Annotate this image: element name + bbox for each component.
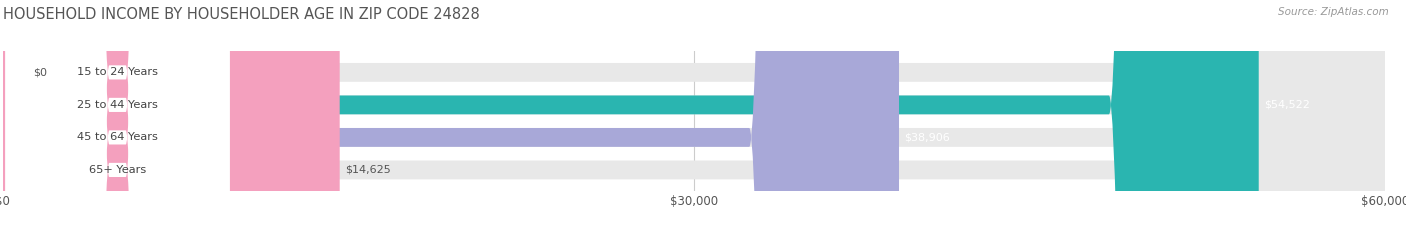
FancyBboxPatch shape xyxy=(3,0,1385,233)
Text: 15 to 24 Years: 15 to 24 Years xyxy=(77,67,157,77)
FancyBboxPatch shape xyxy=(3,0,1385,233)
Text: Source: ZipAtlas.com: Source: ZipAtlas.com xyxy=(1278,7,1389,17)
FancyBboxPatch shape xyxy=(6,0,229,233)
Text: HOUSEHOLD INCOME BY HOUSEHOLDER AGE IN ZIP CODE 24828: HOUSEHOLD INCOME BY HOUSEHOLDER AGE IN Z… xyxy=(3,7,479,22)
Text: $0: $0 xyxy=(34,67,48,77)
FancyBboxPatch shape xyxy=(3,0,898,233)
FancyBboxPatch shape xyxy=(0,0,49,233)
Text: $54,522: $54,522 xyxy=(1264,100,1310,110)
Text: 25 to 44 Years: 25 to 44 Years xyxy=(77,100,157,110)
Text: $38,906: $38,906 xyxy=(904,132,950,142)
Text: 45 to 64 Years: 45 to 64 Years xyxy=(77,132,157,142)
FancyBboxPatch shape xyxy=(3,0,340,233)
FancyBboxPatch shape xyxy=(6,0,229,233)
Text: 65+ Years: 65+ Years xyxy=(89,165,146,175)
FancyBboxPatch shape xyxy=(3,0,1385,233)
FancyBboxPatch shape xyxy=(3,0,1385,233)
Text: $14,625: $14,625 xyxy=(346,165,391,175)
FancyBboxPatch shape xyxy=(3,0,1258,233)
FancyBboxPatch shape xyxy=(6,0,229,233)
FancyBboxPatch shape xyxy=(6,0,229,233)
